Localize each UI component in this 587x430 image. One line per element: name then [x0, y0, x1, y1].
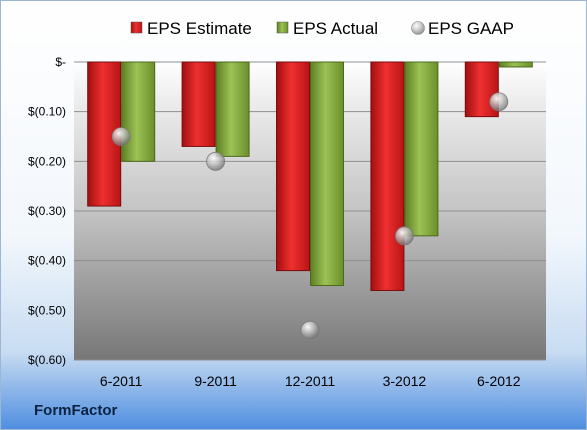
- eps-gaap-marker: [300, 320, 320, 340]
- eps-gaap-marker: [206, 151, 226, 171]
- eps-gaap-marker: [111, 127, 131, 146]
- legend-swatch: [411, 21, 425, 35]
- eps-estimate-bar: [370, 61, 405, 291]
- legend: EPS Estimate EPS Actual EPS GAAP: [130, 19, 514, 38]
- eps-actual-bar: [498, 61, 533, 68]
- legend-label: EPS Actual: [293, 19, 378, 38]
- y-tick-label: $(0.10): [28, 105, 66, 119]
- legend-swatch: [276, 21, 289, 34]
- x-axis-ticks: 6-2011 9-2011 12-2011 3-2012 6-2012: [100, 373, 521, 389]
- eps-actual-bar: [404, 61, 439, 237]
- eps-estimate-bar: [276, 61, 310, 272]
- y-axis-ticks: $- $(0.10) $(0.20) $(0.30) $(0.40) $(0.50) $(0…: [28, 55, 66, 367]
- x-category-label: 3-2012: [383, 373, 427, 389]
- y-tick-label: $(0.30): [28, 204, 66, 218]
- gaap-markers: [111, 92, 509, 340]
- eps-estimate-bar: [181, 61, 216, 147]
- y-tick-label: $(0.20): [28, 154, 66, 168]
- y-tick-label: $(0.40): [28, 254, 66, 268]
- x-category-label: 6-2011: [100, 373, 143, 389]
- eps-actual-bar: [310, 61, 344, 286]
- eps-gaap-marker: [489, 92, 509, 112]
- legend-label: EPS GAAP: [428, 19, 514, 38]
- eps-actual-bar: [121, 61, 156, 162]
- y-tick-label: $(0.50): [28, 303, 66, 317]
- x-category-label: 9-2011: [194, 373, 237, 389]
- eps-gaap-marker: [394, 226, 414, 246]
- legend-swatch: [130, 21, 143, 34]
- company-name: FormFactor: [34, 402, 118, 419]
- x-category-label: 12-2011: [285, 373, 336, 389]
- y-tick-label: $(0.60): [28, 353, 66, 367]
- x-category-label: 6-2012: [477, 373, 521, 389]
- eps-actual-bar: [215, 61, 250, 157]
- legend-label: EPS Estimate: [147, 19, 252, 38]
- bars: [87, 61, 533, 291]
- y-tick-label: $-: [55, 55, 66, 69]
